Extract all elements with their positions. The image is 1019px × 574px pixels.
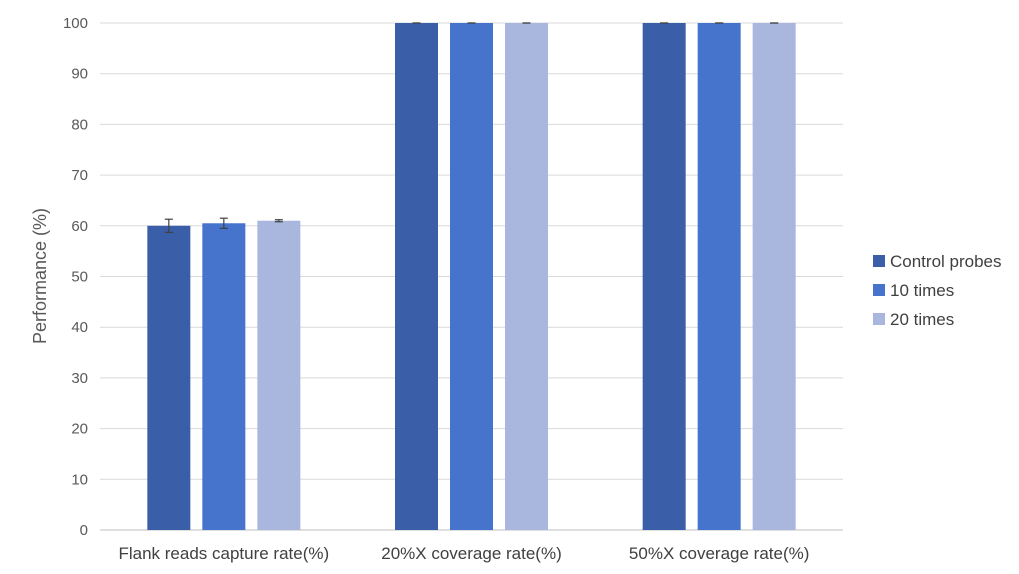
error-bars <box>164 22 779 233</box>
y-axis-ticks: 0 10 20 30 40 50 60 70 80 90 100 <box>63 15 88 539</box>
bar-20-times <box>505 23 548 530</box>
legend-label: Control probes <box>890 252 1002 271</box>
x-category-label: 50%X coverage rate(%) <box>629 544 809 563</box>
bar-control-probes <box>147 225 191 531</box>
y-tick-label: 0 <box>80 522 88 539</box>
bar-10-times <box>202 223 246 530</box>
legend-label: 10 times <box>890 281 954 300</box>
y-tick-label: 30 <box>71 370 88 387</box>
bar-control-probes <box>395 23 438 530</box>
legend-label: 20 times <box>890 310 954 329</box>
y-tick-label: 60 <box>71 218 88 235</box>
bars <box>147 23 796 531</box>
bar-20-times <box>257 220 301 531</box>
bar-20-times <box>752 23 796 530</box>
y-tick-label: 40 <box>71 319 88 336</box>
y-tick-label: 70 <box>71 167 88 184</box>
y-tick-label: 100 <box>63 15 88 32</box>
legend: Control probes 10 times 20 times <box>873 252 1002 329</box>
y-tick-label: 20 <box>71 421 88 438</box>
y-tick-label: 50 <box>71 269 88 286</box>
bar-10-times <box>450 23 493 530</box>
x-category-label: Flank reads capture rate(%) <box>118 544 329 563</box>
y-axis-title: Performance (%) <box>30 208 50 344</box>
bar-control-probes <box>642 23 686 530</box>
legend-swatch <box>873 313 885 325</box>
bar-10-times <box>697 23 741 530</box>
y-tick-label: 10 <box>71 471 88 488</box>
legend-swatch <box>873 284 885 296</box>
legend-swatch <box>873 255 885 267</box>
y-tick-label: 80 <box>71 116 88 133</box>
y-tick-label: 90 <box>71 66 88 83</box>
x-category-label: 20%X coverage rate(%) <box>381 544 561 563</box>
x-axis-labels: Flank reads capture rate(%) 20%X coverage… <box>118 544 809 563</box>
